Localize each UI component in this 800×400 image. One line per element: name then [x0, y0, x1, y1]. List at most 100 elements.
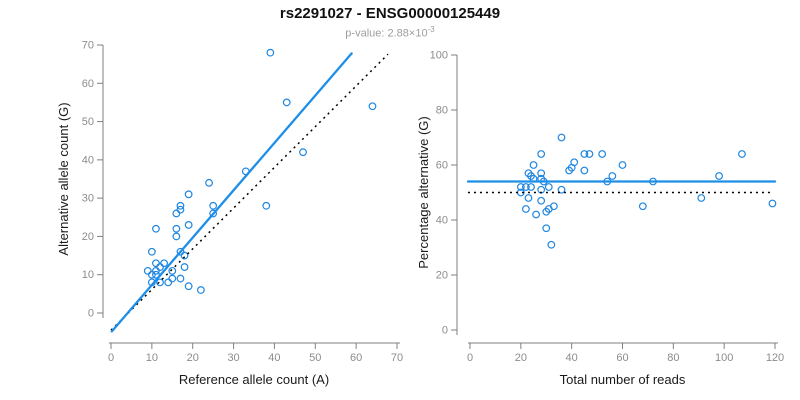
- data-point: [172, 232, 181, 241]
- x-tick-label: 40: [268, 352, 280, 364]
- data-point: [168, 274, 177, 283]
- data-point: [156, 263, 164, 271]
- data-point: [184, 221, 193, 229]
- y-tick-label: 20: [436, 270, 448, 282]
- data-point: [176, 274, 185, 283]
- data-point: [156, 278, 164, 287]
- y-tick-label: 0: [88, 308, 94, 320]
- data-point: [608, 172, 617, 180]
- data-point: [152, 266, 160, 275]
- x-tick-label: 10: [146, 352, 158, 364]
- data-point: [176, 205, 185, 214]
- data-point: [598, 150, 607, 158]
- data-point: [547, 240, 556, 249]
- data-point: [184, 282, 193, 291]
- data-point: [184, 190, 193, 199]
- data-point: [164, 278, 173, 287]
- data-point: [160, 259, 169, 268]
- data-point: [205, 178, 213, 187]
- data-point: [152, 224, 160, 233]
- data-point: [537, 150, 546, 158]
- y-tick-label: 40: [82, 154, 94, 166]
- x-axis-title: Reference allele count (A): [179, 372, 329, 387]
- pvalue-exponent: -3: [427, 25, 435, 34]
- x-tick-label: 60: [350, 352, 362, 364]
- data-point: [516, 183, 525, 191]
- y-tick-label: 50: [82, 116, 94, 128]
- data-point: [532, 210, 540, 219]
- y-axis-title: Percentage alternative (G): [416, 116, 431, 268]
- data-point: [282, 98, 291, 107]
- data-point: [529, 161, 538, 169]
- data-point: [196, 286, 205, 294]
- y-tick-label: 60: [436, 160, 448, 172]
- data-point: [180, 263, 189, 271]
- x-tick-label: 50: [309, 352, 321, 364]
- data-point: [549, 202, 558, 211]
- data-point: [585, 150, 594, 158]
- data-point: [715, 172, 723, 180]
- pvalue-text: p-value: 2.88×10: [345, 27, 428, 40]
- data-point: [557, 133, 566, 142]
- data-point: [537, 196, 546, 205]
- data-point: [368, 102, 377, 111]
- data-point: [299, 148, 307, 157]
- figure-subtitle: p-value: 2.88×10-3: [0, 25, 780, 40]
- x-axis-title: Total number of reads: [560, 372, 686, 387]
- x-tick-label: 0: [467, 352, 473, 364]
- x-tick-label: 70: [391, 352, 403, 364]
- data-point: [143, 266, 152, 275]
- data-point: [209, 201, 218, 210]
- x-tick-label: 20: [187, 352, 199, 364]
- data-point: [580, 150, 589, 158]
- data-point: [524, 194, 533, 202]
- data-point: [209, 209, 218, 218]
- data-point: [522, 183, 530, 191]
- data-point: [638, 202, 647, 211]
- data-point: [147, 270, 156, 279]
- y-tick-label: 30: [82, 193, 94, 205]
- data-point: [172, 209, 181, 218]
- y-tick-label: 40: [436, 215, 448, 227]
- y-tick-label: 10: [82, 269, 94, 281]
- data-point: [172, 224, 181, 233]
- y-tick-label: 20: [82, 231, 94, 243]
- data-point: [527, 183, 535, 191]
- data-point: [522, 205, 530, 213]
- x-tick-label: 30: [227, 352, 239, 364]
- data-point: [537, 169, 546, 178]
- data-point: [565, 166, 574, 175]
- data-point: [544, 183, 553, 191]
- data-point: [180, 251, 189, 260]
- data-point: [618, 161, 627, 169]
- data-point: [176, 201, 185, 210]
- y-tick-label: 0: [442, 325, 448, 337]
- data-point: [557, 185, 566, 194]
- y-tick-label: 80: [436, 105, 448, 117]
- x-tick-label: 0: [108, 352, 114, 364]
- data-point: [262, 201, 271, 210]
- y-tick-label: 60: [82, 78, 94, 90]
- x-tick-label: 40: [566, 352, 578, 364]
- x-tick-label: 60: [616, 352, 628, 364]
- y-tick-label: 100: [430, 50, 448, 62]
- figure-title: rs2291027 - ENSG00000125449: [279, 5, 501, 22]
- x-tick-label: 120: [766, 352, 784, 364]
- data-point: [176, 247, 185, 256]
- data-point: [768, 199, 777, 208]
- data-point: [542, 207, 551, 216]
- data-point: [738, 150, 746, 158]
- left-plot: 0 10 20 30 40 50 60 70 0 10 20 30 40 50 60 70 Reference …: [56, 40, 403, 388]
- y-tick-label: 70: [82, 40, 94, 52]
- x-tick-label: 100: [715, 352, 733, 364]
- data-point: [168, 266, 177, 275]
- x-tick-label: 20: [515, 352, 527, 364]
- data-point: [697, 194, 706, 202]
- y-axis-title: Alternative allele count (G): [56, 102, 71, 255]
- data-point: [152, 259, 160, 268]
- reference-line: [110, 53, 389, 331]
- right-plot: 0 20 40 60 80 100 0 20 40 60 80 100 120 Total number …: [416, 50, 784, 388]
- data-point: [542, 224, 551, 233]
